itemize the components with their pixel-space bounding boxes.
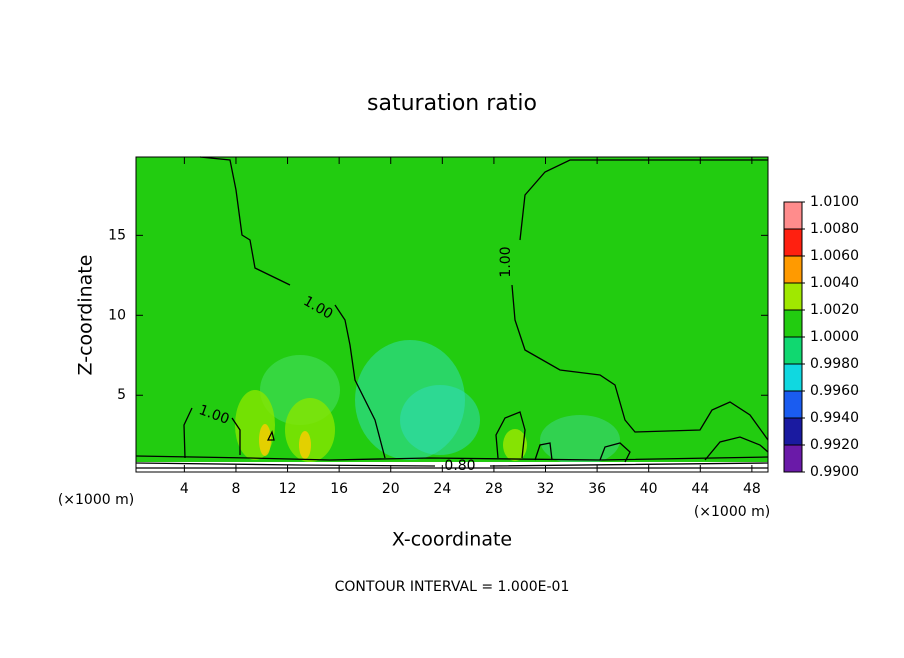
contour-field <box>136 157 768 472</box>
field-blob <box>299 431 311 459</box>
field-blob <box>400 385 480 455</box>
x-tick-label: 4 <box>180 481 189 497</box>
chart-title: saturation ratio <box>367 91 537 116</box>
x-tick-label: 16 <box>330 481 348 497</box>
x-tick-label: 48 <box>743 481 761 497</box>
contours <box>135 156 769 469</box>
field-ground <box>136 462 768 472</box>
colorbar-label: 1.0000 <box>810 329 859 345</box>
contour-line <box>511 159 769 441</box>
x-tick-label: 44 <box>691 481 709 497</box>
plot-frame <box>135 156 769 473</box>
colorbar-box <box>783 363 803 392</box>
colorbar-box <box>783 417 803 446</box>
y-tick-label: 5 <box>117 387 126 403</box>
colorbar-label: 1.0080 <box>810 221 859 237</box>
colorbar-box <box>783 309 803 338</box>
colorbar-box <box>783 201 803 230</box>
colorbar-label: 1.0020 <box>810 302 859 318</box>
colorbar-box <box>783 390 803 419</box>
colorbar-box <box>783 282 803 311</box>
x-tick-label: 32 <box>537 481 555 497</box>
colorbar-box <box>783 228 803 257</box>
field-blob <box>503 429 527 461</box>
colorbar-box <box>783 255 803 284</box>
x-tick-label: 24 <box>433 481 451 497</box>
x-tick-label: 8 <box>231 481 240 497</box>
y-tick-label: 10 <box>108 307 126 323</box>
colorbar-label: 1.0060 <box>810 248 859 264</box>
x-tick-label: 40 <box>640 481 658 497</box>
colorbar-label: 0.9980 <box>810 356 859 372</box>
contour-line <box>183 407 241 459</box>
colorbar-box <box>783 336 803 365</box>
contour-line <box>135 455 769 469</box>
x-axis-label: X-coordinate <box>392 529 512 551</box>
x-unit-label: (×1000 m) <box>694 504 770 520</box>
contour-label: 1.00 <box>498 246 514 277</box>
field-blob <box>540 415 620 465</box>
contour-label: 0.80 <box>444 458 475 474</box>
x-tick-label: 20 <box>382 481 400 497</box>
colorbar-label: 0.9940 <box>810 410 859 426</box>
colorbar-label: 0.9960 <box>810 383 859 399</box>
colorbar-box <box>783 444 803 473</box>
y-tick-label: 15 <box>108 227 126 243</box>
footer-note: CONTOUR INTERVAL = 1.000E-01 <box>335 579 570 595</box>
contour-line <box>199 156 386 459</box>
field-blob <box>259 424 271 456</box>
x-unit-label: (×1000 m) <box>58 492 134 508</box>
x-tick-label: 12 <box>279 481 297 497</box>
x-tick-label: 28 <box>485 481 503 497</box>
colorbar-label: 0.9920 <box>810 437 859 453</box>
contour-line <box>266 411 769 463</box>
colorbar-label: 0.9900 <box>810 464 859 480</box>
x-tick-label: 36 <box>588 481 606 497</box>
field-blob <box>285 398 335 462</box>
colorbar-label: 1.0040 <box>810 275 859 291</box>
y-axis-label: Z-coordinate <box>75 255 97 376</box>
colorbar-label: 1.0100 <box>810 194 859 210</box>
